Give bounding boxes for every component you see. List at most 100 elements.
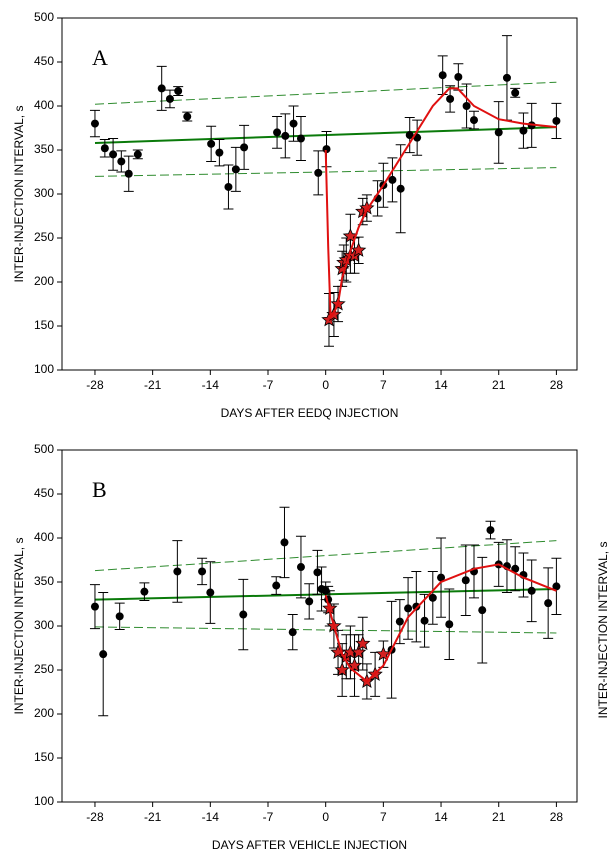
y-tick-label: 350 bbox=[34, 142, 54, 156]
fit-line bbox=[324, 563, 557, 683]
y-tick-label: 150 bbox=[34, 318, 54, 332]
confidence-line bbox=[94, 167, 557, 177]
point bbox=[527, 586, 536, 595]
point bbox=[183, 112, 192, 121]
point bbox=[157, 84, 166, 93]
point bbox=[519, 126, 528, 135]
y-tick-label: 200 bbox=[34, 706, 54, 720]
point bbox=[462, 102, 471, 110]
x-tick-label: 21 bbox=[492, 378, 506, 392]
confidence-line bbox=[94, 626, 557, 634]
point bbox=[412, 602, 421, 611]
x-axis-label: DAYS AFTER EEDQ INJECTION bbox=[221, 406, 399, 420]
point bbox=[305, 597, 314, 606]
x-tick-label: -28 bbox=[86, 810, 104, 824]
confidence-line bbox=[94, 540, 557, 572]
point bbox=[494, 128, 503, 137]
y-tick-label: 100 bbox=[34, 362, 54, 376]
point bbox=[502, 73, 511, 82]
y-axis-label: INTER-INJECTION INTERVAL, s bbox=[12, 538, 26, 715]
point bbox=[90, 119, 99, 128]
star-point bbox=[351, 644, 367, 659]
x-tick-label: 28 bbox=[550, 810, 564, 824]
point bbox=[322, 145, 331, 154]
point bbox=[288, 628, 297, 637]
point bbox=[173, 567, 182, 576]
point bbox=[454, 72, 463, 81]
point bbox=[461, 576, 470, 585]
x-tick-label: -28 bbox=[86, 378, 104, 392]
point bbox=[552, 582, 561, 591]
point bbox=[437, 573, 446, 582]
y-tick-label: 150 bbox=[34, 750, 54, 764]
x-tick-label: -21 bbox=[144, 378, 162, 392]
confidence-line bbox=[94, 81, 557, 105]
x-tick-label: -21 bbox=[144, 810, 162, 824]
y-tick-label: 350 bbox=[34, 574, 54, 588]
point bbox=[280, 538, 289, 547]
point bbox=[486, 526, 495, 535]
point bbox=[99, 650, 108, 659]
y-tick-label: 300 bbox=[34, 186, 54, 200]
plot-frame bbox=[61, 17, 578, 371]
panel-label: B bbox=[92, 477, 107, 502]
point bbox=[446, 94, 455, 103]
x-tick-label: 14 bbox=[434, 810, 448, 824]
x-tick-label: 21 bbox=[492, 810, 506, 824]
star-point bbox=[355, 635, 371, 651]
x-axis-label: DAYS AFTER VEHICLE INJECTION bbox=[212, 838, 407, 852]
point bbox=[140, 587, 149, 596]
point bbox=[296, 563, 305, 572]
point bbox=[133, 150, 142, 159]
point bbox=[314, 168, 323, 177]
x-tick-label: -7 bbox=[263, 378, 274, 392]
y-tick-label: 250 bbox=[34, 662, 54, 676]
point bbox=[224, 182, 233, 191]
x-tick-label: -14 bbox=[202, 378, 220, 392]
point bbox=[396, 184, 405, 193]
star-point bbox=[351, 242, 367, 257]
y-tick-label: 300 bbox=[34, 618, 54, 632]
point bbox=[100, 144, 109, 153]
point bbox=[115, 612, 124, 621]
point bbox=[207, 139, 216, 148]
point bbox=[239, 610, 248, 619]
point bbox=[198, 567, 207, 576]
point bbox=[165, 94, 174, 103]
panel-label: A bbox=[92, 45, 108, 70]
x-tick-label: -14 bbox=[202, 810, 220, 824]
point bbox=[90, 602, 99, 611]
y-tick-label: 400 bbox=[34, 530, 54, 544]
point bbox=[445, 620, 454, 629]
point bbox=[289, 119, 298, 128]
x-tick-label: 0 bbox=[322, 378, 329, 392]
point bbox=[240, 143, 249, 152]
x-tick-label: -7 bbox=[263, 810, 274, 824]
point bbox=[215, 148, 224, 157]
y-tick-label: 200 bbox=[34, 274, 54, 288]
x-tick-label: 7 bbox=[380, 810, 387, 824]
point bbox=[428, 593, 437, 602]
point bbox=[544, 599, 553, 608]
y-tick-label: 500 bbox=[34, 10, 54, 24]
y-tick-label: 100 bbox=[34, 794, 54, 808]
cropped-y-label: INTER-INJECTION INTERVAL, s bbox=[596, 542, 610, 719]
point bbox=[478, 606, 487, 615]
point bbox=[395, 617, 404, 626]
point bbox=[272, 581, 281, 590]
y-tick-label: 450 bbox=[34, 486, 54, 500]
point bbox=[404, 604, 413, 613]
point bbox=[405, 131, 414, 140]
point bbox=[117, 157, 126, 166]
point bbox=[296, 134, 305, 143]
point bbox=[470, 116, 478, 125]
point bbox=[281, 131, 290, 140]
point bbox=[511, 564, 520, 573]
point bbox=[388, 175, 397, 184]
point bbox=[206, 588, 215, 597]
fit-line bbox=[324, 87, 557, 321]
y-tick-label: 250 bbox=[34, 230, 54, 244]
plot-frame bbox=[61, 449, 578, 803]
point bbox=[438, 71, 447, 80]
